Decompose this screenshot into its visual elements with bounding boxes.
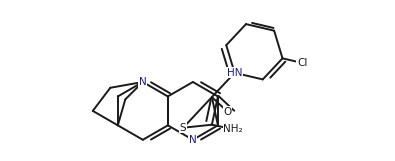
- Text: O: O: [224, 107, 232, 117]
- Text: N: N: [189, 135, 197, 145]
- Text: HN: HN: [227, 68, 243, 78]
- Text: S: S: [180, 123, 186, 133]
- Text: NH₂: NH₂: [223, 124, 243, 134]
- Text: Cl: Cl: [297, 58, 307, 68]
- Text: N: N: [139, 77, 147, 87]
